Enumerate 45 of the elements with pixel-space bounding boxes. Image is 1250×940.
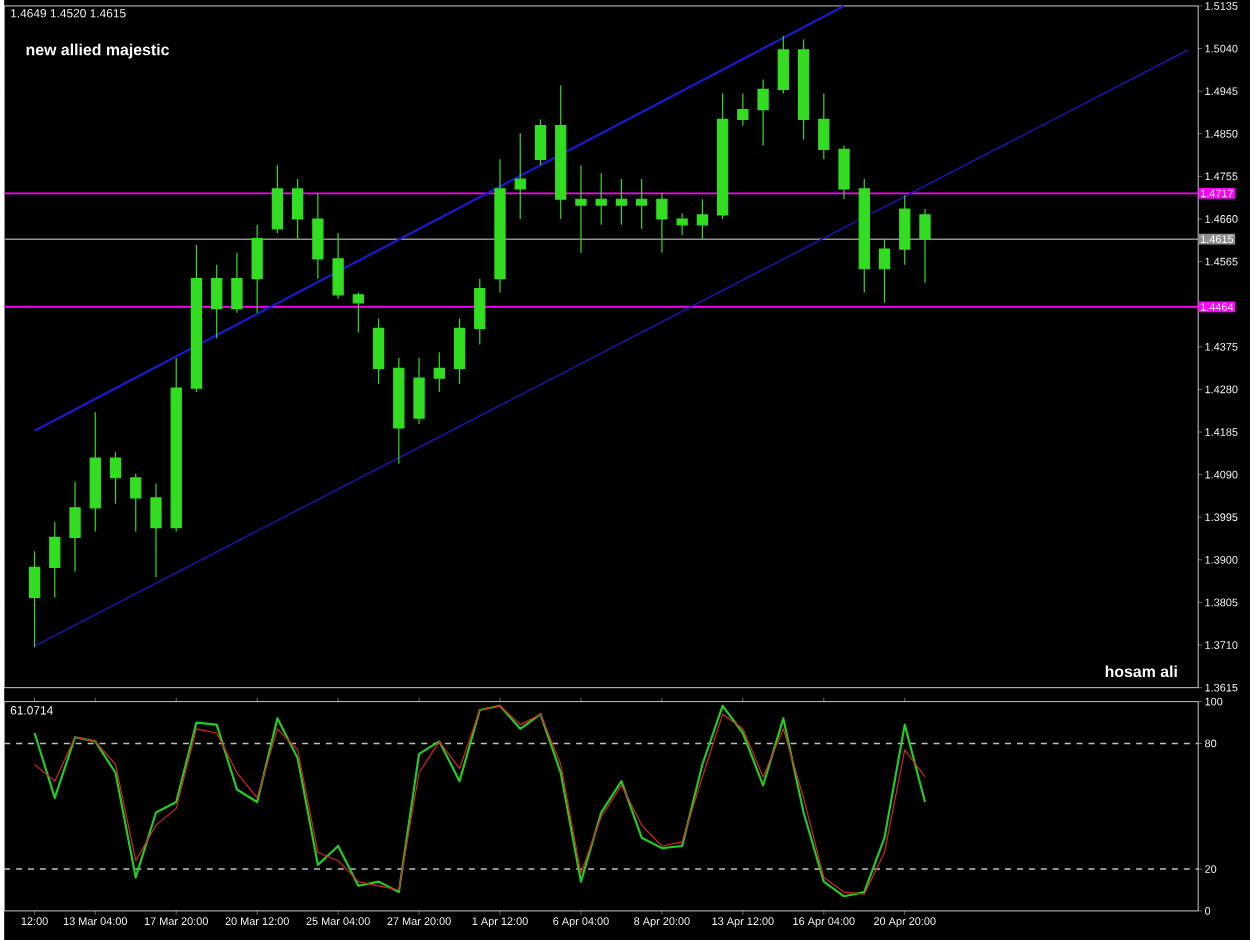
candlestick (271, 164, 284, 234)
candlestick (150, 482, 162, 578)
candlestick (291, 178, 304, 239)
candlestick (534, 118, 547, 166)
candlestick (170, 357, 182, 532)
candlestick (656, 191, 668, 253)
candlestick (332, 231, 344, 300)
candlestick (49, 520, 61, 598)
candlestick (696, 198, 709, 239)
candlestick (413, 357, 425, 425)
candlestick (312, 191, 324, 279)
candlestick (716, 92, 729, 220)
candlestick (595, 172, 607, 226)
candlestick (109, 451, 122, 504)
candlestick (919, 208, 931, 283)
candlestick (757, 78, 769, 146)
candlestick (393, 357, 405, 465)
candlestick (231, 251, 243, 313)
candlestick (737, 92, 749, 126)
candlestick (352, 291, 365, 333)
candlestick (777, 35, 789, 94)
candlestick (858, 178, 870, 293)
candlestick (474, 277, 486, 345)
candlestick (575, 164, 587, 253)
candlestick (28, 550, 41, 648)
candlestick (89, 411, 101, 532)
candlestick (251, 223, 263, 313)
candlestick (190, 243, 203, 393)
candlestick (69, 480, 81, 572)
candlestick (636, 178, 648, 230)
candlestick (676, 212, 688, 236)
candlestick (130, 472, 142, 532)
candlestick (878, 237, 891, 304)
candlestick (453, 317, 466, 385)
candlestick (797, 38, 810, 140)
candlestick (555, 84, 567, 220)
candlestick (615, 178, 628, 226)
candlestick (514, 132, 526, 220)
candlestick (433, 351, 445, 393)
candlestick (494, 158, 506, 293)
candlestick (372, 317, 385, 385)
candlestick (899, 194, 911, 265)
candlestick (818, 92, 830, 160)
candlestick (838, 144, 850, 200)
candlestick (211, 263, 223, 339)
